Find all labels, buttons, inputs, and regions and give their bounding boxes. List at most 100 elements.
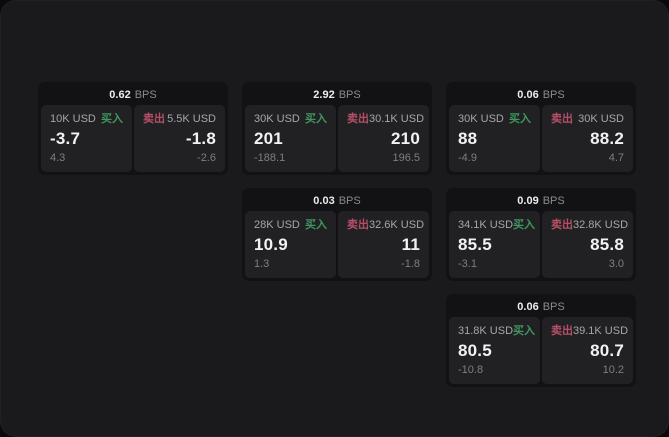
sell-panel-header: 卖出 30.1K USD [347, 113, 424, 126]
sell-amount: 30.1K USD [369, 113, 425, 125]
bps-value: 0.62 [109, 89, 131, 101]
buy-side-label: 买入 [509, 113, 531, 125]
bps-unit-label: BPS [338, 89, 361, 101]
sell-quote-panel[interactable]: 卖出 30.1K USD 210 196.5 [338, 105, 429, 172]
buy-amount: 30K USD [254, 113, 300, 125]
buy-side-label: 买入 [305, 113, 327, 125]
quote-card: 0.09 BPS 34.1K USD 买入 85.5 -3.1 卖出 32.8K… [446, 188, 636, 281]
bps-value: 0.09 [517, 195, 539, 207]
sell-panel-header: 卖出 32.6K USD [347, 219, 424, 232]
quote-card: 0.06 BPS 30K USD 买入 88 -4.9 卖出 30K USD 8… [446, 82, 636, 175]
sell-side-label: 卖出 [347, 219, 369, 231]
buy-amount: 31.8K USD [458, 325, 514, 337]
buy-amount: 28K USD [254, 219, 300, 231]
buy-panel-header: 30K USD 买入 [254, 113, 327, 126]
buy-panel-header: 30K USD 买入 [458, 113, 531, 126]
bps-unit-label: BPS [542, 89, 565, 101]
bps-value: 0.06 [517, 301, 539, 313]
buy-price: 85.5 [458, 235, 492, 254]
sell-quote-panel[interactable]: 卖出 39.1K USD 80.7 10.2 [542, 317, 633, 384]
sell-panel-header: 卖出 30K USD [551, 113, 624, 126]
buy-quote-panel[interactable]: 34.1K USD 买入 85.5 -3.1 [449, 211, 540, 278]
sell-side-label: 卖出 [551, 219, 573, 231]
bps-header: 2.92 BPS [245, 85, 429, 105]
sell-side-label: 卖出 [551, 113, 573, 125]
quote-panels: 30K USD 买入 88 -4.9 卖出 30K USD 88.2 4.7 [449, 105, 633, 172]
buy-price: 201 [254, 129, 283, 148]
sell-amount: 39.1K USD [573, 325, 629, 337]
buy-side-label: 买入 [513, 219, 536, 231]
buy-delta: 1.3 [254, 258, 270, 270]
sell-quote-panel[interactable]: 卖出 30K USD 88.2 4.7 [542, 105, 633, 172]
quote-panels: 31.8K USD 买入 80.5 -10.8 卖出 39.1K USD 80.… [449, 317, 633, 384]
bps-header: 0.03 BPS [245, 191, 429, 211]
quote-card: 0.62 BPS 10K USD 买入 -3.7 4.3 卖出 5.5K USD… [38, 82, 228, 175]
quote-panels: 10K USD 买入 -3.7 4.3 卖出 5.5K USD -1.8 -2.… [41, 105, 225, 172]
quote-card: 2.92 BPS 30K USD 买入 201 -188.1 卖出 30.1K … [242, 82, 432, 175]
quote-card-grid: 0.62 BPS 10K USD 买入 -3.7 4.3 卖出 5.5K USD… [38, 82, 636, 387]
bps-unit-label: BPS [134, 89, 157, 101]
sell-side-label: 卖出 [551, 325, 573, 337]
buy-side-label: 买入 [101, 113, 123, 125]
bps-header: 0.06 BPS [449, 85, 633, 105]
sell-price: 85.8 [590, 235, 624, 254]
buy-delta: 4.3 [50, 152, 66, 164]
sell-delta: -2.6 [197, 152, 216, 164]
quote-panels: 30K USD 买入 201 -188.1 卖出 30.1K USD 210 1… [245, 105, 429, 172]
sell-side-label: 卖出 [347, 113, 369, 125]
buy-price: 10.9 [254, 235, 288, 254]
sell-quote-panel[interactable]: 卖出 5.5K USD -1.8 -2.6 [134, 105, 225, 172]
sell-panel-header: 卖出 39.1K USD [551, 325, 628, 338]
sell-delta: 10.2 [602, 364, 624, 376]
bps-unit-label: BPS [542, 301, 565, 313]
bps-header: 0.09 BPS [449, 191, 633, 211]
buy-price: 88 [458, 129, 478, 148]
sell-quote-panel[interactable]: 卖出 32.6K USD 11 -1.8 [338, 211, 429, 278]
buy-delta: -188.1 [254, 152, 286, 164]
sell-amount: 5.5K USD [167, 113, 216, 125]
bps-value: 0.06 [517, 89, 539, 101]
sell-amount: 32.6K USD [369, 219, 425, 231]
quote-panels: 28K USD 买入 10.9 1.3 卖出 32.6K USD 11 -1.8 [245, 211, 429, 278]
sell-amount: 30K USD [578, 113, 624, 125]
buy-price: 80.5 [458, 341, 492, 360]
sell-panel-header: 卖出 5.5K USD [143, 113, 216, 126]
buy-delta: -3.1 [458, 258, 477, 270]
sell-price: 11 [401, 235, 420, 254]
bps-header: 0.62 BPS [41, 85, 225, 105]
bps-unit-label: BPS [338, 195, 361, 207]
quote-panels: 34.1K USD 买入 85.5 -3.1 卖出 32.8K USD 85.8… [449, 211, 633, 278]
bps-value: 2.92 [313, 89, 335, 101]
sell-quote-panel[interactable]: 卖出 32.8K USD 85.8 3.0 [542, 211, 633, 278]
sell-price: 88.2 [590, 129, 624, 148]
sell-price: 80.7 [590, 341, 624, 360]
sell-price: 210 [391, 129, 420, 148]
buy-panel-header: 28K USD 买入 [254, 219, 327, 232]
buy-quote-panel[interactable]: 28K USD 买入 10.9 1.3 [245, 211, 336, 278]
buy-delta: -4.9 [458, 152, 477, 164]
buy-amount: 34.1K USD [458, 219, 514, 231]
buy-quote-panel[interactable]: 10K USD 买入 -3.7 4.3 [41, 105, 132, 172]
buy-side-label: 买入 [513, 325, 536, 337]
sell-amount: 32.8K USD [573, 219, 629, 231]
sell-delta: 3.0 [608, 258, 624, 270]
sell-side-label: 卖出 [143, 113, 165, 125]
buy-amount: 30K USD [458, 113, 504, 125]
bps-unit-label: BPS [542, 195, 565, 207]
buy-quote-panel[interactable]: 30K USD 买入 201 -188.1 [245, 105, 336, 172]
buy-side-label: 买入 [305, 219, 327, 231]
buy-price: -3.7 [50, 129, 81, 148]
sell-panel-header: 卖出 32.8K USD [551, 219, 628, 232]
buy-delta: -10.8 [458, 364, 484, 376]
buy-quote-panel[interactable]: 31.8K USD 买入 80.5 -10.8 [449, 317, 540, 384]
buy-panel-header: 34.1K USD 买入 [458, 219, 535, 232]
buy-amount: 10K USD [50, 113, 96, 125]
sell-delta: 4.7 [608, 152, 624, 164]
sell-delta: 196.5 [392, 152, 420, 164]
buy-quote-panel[interactable]: 30K USD 买入 88 -4.9 [449, 105, 540, 172]
buy-panel-header: 31.8K USD 买入 [458, 325, 535, 338]
sell-price: -1.8 [185, 129, 216, 148]
bps-header: 0.06 BPS [449, 297, 633, 317]
quote-card: 0.03 BPS 28K USD 买入 10.9 1.3 卖出 32.6K US… [242, 188, 432, 281]
